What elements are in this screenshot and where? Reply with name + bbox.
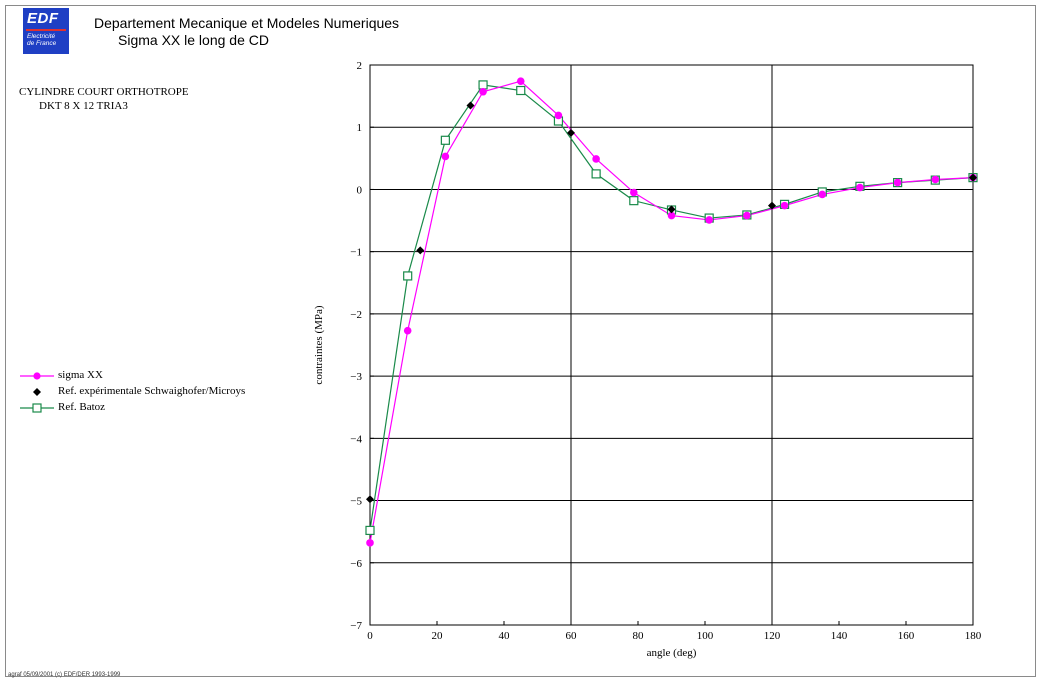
y-tick-label: −4 <box>350 433 362 445</box>
data-point-experimental <box>567 128 575 137</box>
data-point-batoz <box>516 85 526 96</box>
legend-swatch-batoz <box>20 403 54 413</box>
y-axis-label: contraintes (MPa) <box>313 305 325 384</box>
series-lines <box>369 80 974 543</box>
data-point-experimental <box>366 495 374 504</box>
x-tick-label: 100 <box>697 630 714 642</box>
x-axis-label: angle (deg) <box>647 647 697 659</box>
data-point-sigma <box>705 216 713 224</box>
legend-label-sigma: sigma XX <box>58 369 103 381</box>
page-frame <box>5 5 1036 677</box>
y-tick-label: −7 <box>350 620 362 632</box>
legend-swatch-experimental <box>33 388 41 396</box>
data-point-experimental <box>969 173 977 182</box>
logo-sub-line1: Electricité <box>27 33 56 40</box>
grid-lines <box>370 64 974 625</box>
data-point-experimental <box>416 246 425 255</box>
data-point-sigma <box>856 183 864 192</box>
x-tick-label: 140 <box>831 630 848 642</box>
logo-sub-line2: de France <box>27 40 57 47</box>
data-point-batoz <box>440 135 450 145</box>
y-tick-label: 0 <box>357 184 363 196</box>
legend-label-batoz: Ref. Batoz <box>58 401 106 413</box>
tick-labels: 0 20 40 60 80 100 120 140 160 180 −7 −6 −5 −4 −3 −2 −1 0 1… <box>350 60 981 642</box>
series-line-2 <box>369 84 974 531</box>
series-line-0 <box>369 80 974 543</box>
data-point-experimental <box>466 101 475 110</box>
data-point-sigma <box>630 188 638 197</box>
plot-title: Sigma XX le long de CD <box>118 32 269 48</box>
data-point-experimental <box>768 201 776 210</box>
data-point-sigma <box>479 87 487 96</box>
data-point-sigma <box>931 175 940 184</box>
logo-bar <box>26 29 66 31</box>
data-point-batoz <box>478 80 488 90</box>
y-tick-label: −1 <box>350 247 362 259</box>
data-point-batoz <box>591 169 601 179</box>
plot-area <box>369 64 974 626</box>
data-point-sigma <box>554 111 563 120</box>
footer-credit: agraf 05/09/2001 (c) EDF/DER 1993-1999 <box>8 672 121 678</box>
data-point-sigma <box>818 190 827 199</box>
case-line1: CYLINDRE COURT ORTHOTROPE <box>19 86 189 98</box>
legend-swatch-sigma <box>20 372 54 380</box>
data-point-batoz <box>365 525 375 536</box>
x-tick-label: 180 <box>965 630 982 642</box>
data-point-sigma <box>366 539 374 547</box>
x-tick-label: 160 <box>898 630 915 642</box>
case-line2: DKT 8 X 12 TRIA3 <box>39 100 128 112</box>
y-tick-label: −6 <box>350 558 362 570</box>
department-title: Departement Mecanique et Modeles Numeriq… <box>94 15 400 31</box>
y-tick-label: −3 <box>350 371 362 383</box>
x-tick-label: 0 <box>367 630 373 642</box>
data-point-sigma <box>893 178 902 187</box>
y-tick-label: 2 <box>357 60 363 72</box>
x-tick-label: 40 <box>499 630 511 642</box>
x-tick-label: 20 <box>432 630 444 642</box>
data-point-sigma <box>516 77 525 85</box>
data-point-batoz <box>403 271 413 281</box>
data-point-batoz <box>629 196 639 206</box>
x-tick-label: 80 <box>633 630 645 642</box>
case-description: CYLINDRE COURT ORTHOTROPE DKT 8 X 12 TRI… <box>19 85 189 113</box>
edf-logo: EDF Electricité de France <box>23 8 69 54</box>
data-point-sigma <box>743 211 751 220</box>
logo-text: EDF <box>27 10 59 27</box>
data-point-sigma <box>403 326 412 335</box>
data-point-sigma <box>441 152 450 161</box>
data-point-sigma <box>592 155 600 163</box>
x-tick-label: 120 <box>764 630 781 642</box>
series-markers <box>365 77 978 547</box>
legend-label-experimental: Ref. expérimentale Schwaighofer/Microys <box>58 385 246 397</box>
data-point-sigma <box>780 201 789 210</box>
x-tick-label: 60 <box>566 630 578 642</box>
y-tick-label: −2 <box>350 309 362 321</box>
y-tick-label: 1 <box>357 122 363 134</box>
data-point-experimental <box>667 205 676 214</box>
logo-subtitle: Electricité de France <box>27 33 56 47</box>
data-point-sigma <box>667 211 676 220</box>
y-tick-label: −5 <box>350 496 362 508</box>
